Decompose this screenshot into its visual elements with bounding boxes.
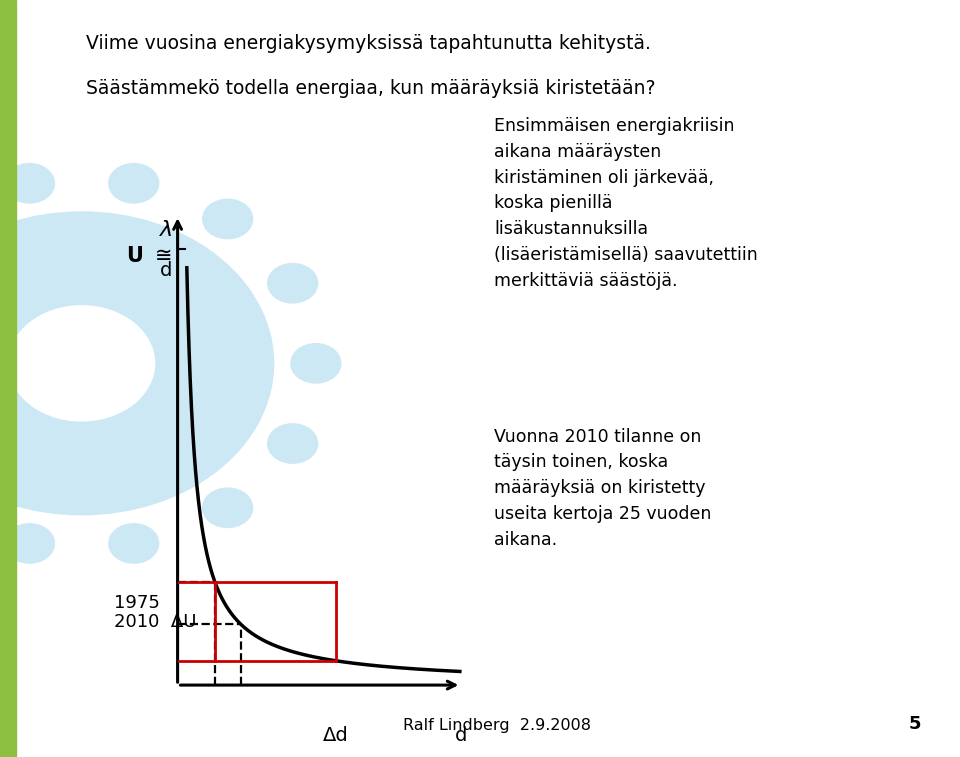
Circle shape xyxy=(9,306,155,421)
Bar xyxy=(0,0,16,757)
Circle shape xyxy=(5,164,55,203)
Circle shape xyxy=(203,199,252,238)
Circle shape xyxy=(203,488,252,528)
Text: Säästämmekö todella energiaa, kun määräyksiä kiristetään?: Säästämmekö todella energiaa, kun määräy… xyxy=(86,79,656,98)
Text: d: d xyxy=(455,726,468,745)
Text: 5: 5 xyxy=(909,715,922,733)
Text: $\lambda$: $\lambda$ xyxy=(159,220,173,240)
Circle shape xyxy=(0,212,274,515)
Text: d: d xyxy=(160,260,172,279)
Circle shape xyxy=(268,263,318,303)
Text: Ensimmäisen energiakriisin
aikana määräysten
kiristäminen oli järkevää,
koska pi: Ensimmäisen energiakriisin aikana määräy… xyxy=(494,117,758,289)
Text: Ralf Lindberg  2.9.2008: Ralf Lindberg 2.9.2008 xyxy=(403,718,591,733)
Circle shape xyxy=(291,344,341,383)
Text: 1975: 1975 xyxy=(114,594,160,612)
Text: 2010  ΔU: 2010 ΔU xyxy=(114,612,197,631)
Text: U $\cong$: U $\cong$ xyxy=(126,246,171,266)
Circle shape xyxy=(5,524,55,563)
Circle shape xyxy=(268,424,318,463)
Circle shape xyxy=(108,524,158,563)
Text: Δd: Δd xyxy=(324,726,348,745)
Circle shape xyxy=(108,164,158,203)
Text: Vuonna 2010 tilanne on
täysin toinen, koska
määräyksiä on kiristetty
useita kert: Vuonna 2010 tilanne on täysin toinen, ko… xyxy=(494,428,711,549)
Text: Viime vuosina energiakysymyksissä tapahtunutta kehitystä.: Viime vuosina energiakysymyksissä tapaht… xyxy=(86,34,651,53)
